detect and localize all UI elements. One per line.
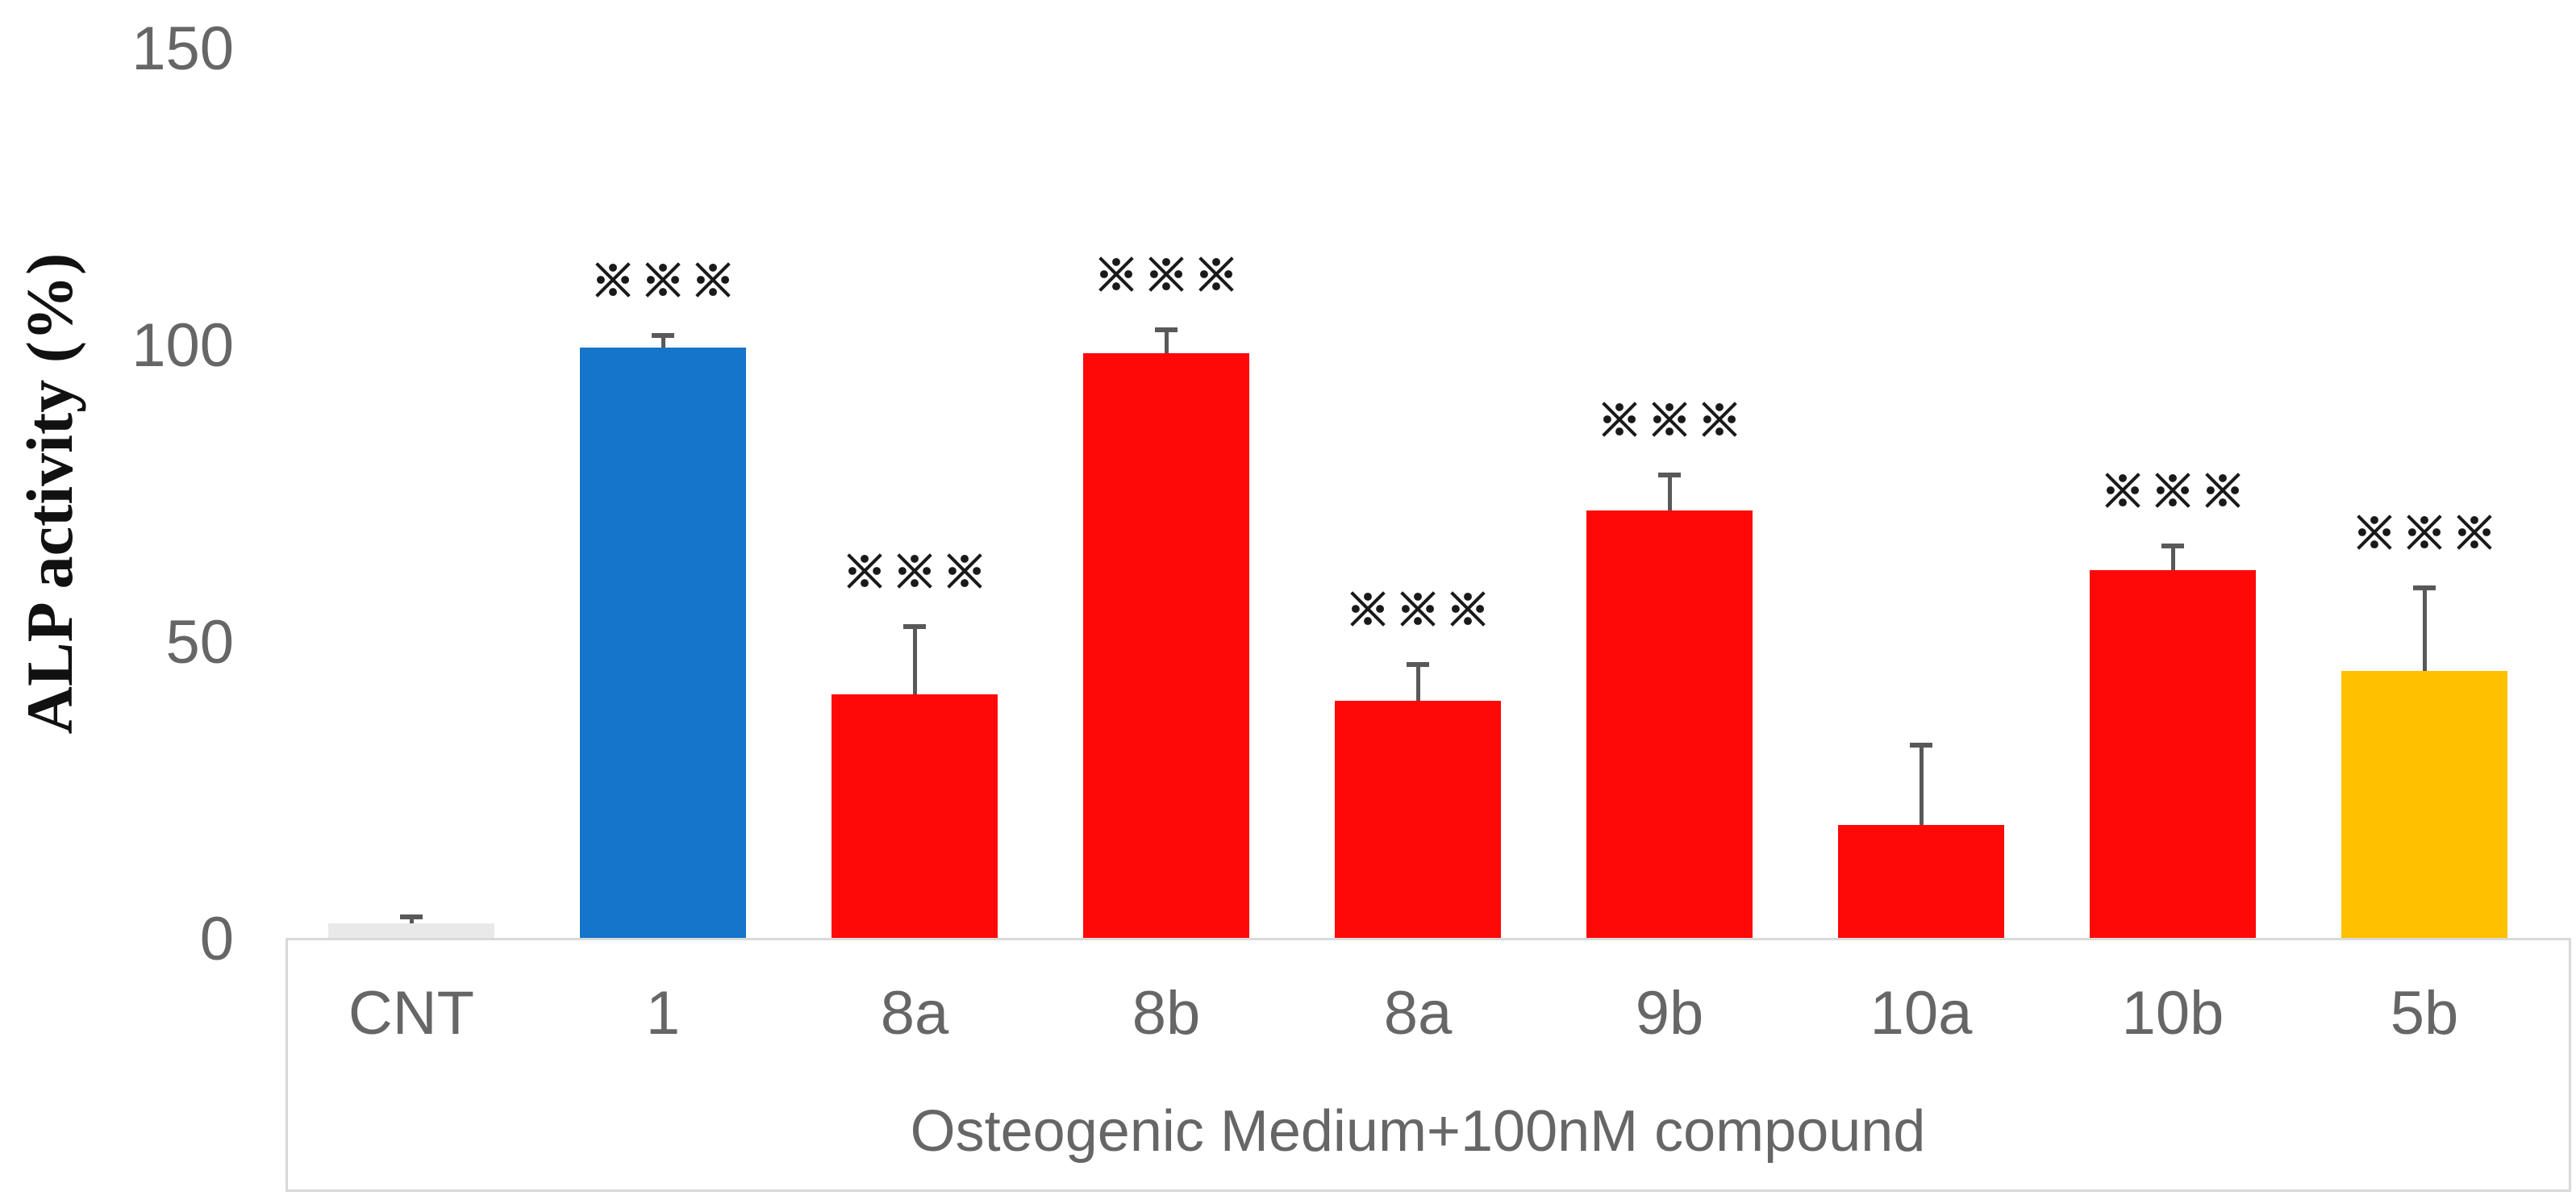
category-axis-box [286, 938, 2571, 1192]
bar-9b [1586, 510, 1753, 938]
error-bar [661, 335, 665, 348]
reference-mark-icon [695, 262, 731, 298]
reference-mark-icon [1350, 591, 1386, 627]
reference-mark-icon [847, 552, 882, 589]
error-bar [2422, 587, 2427, 671]
error-bar [1667, 474, 1672, 511]
significance-annotation [1091, 251, 1241, 298]
significance-annotation [2098, 467, 2248, 514]
reference-mark-icon [1702, 402, 1737, 437]
reference-mark-icon [2457, 515, 2492, 550]
error-bar-cap [1407, 662, 1429, 668]
reference-mark-icon [1098, 256, 1134, 292]
reference-mark-icon [1148, 256, 1184, 292]
reference-mark-icon [2105, 473, 2140, 508]
significance-annotation [1594, 396, 1744, 443]
reference-mark-icon [2205, 473, 2240, 508]
reference-mark-icon [2155, 473, 2190, 508]
y-tick-label: 100 [131, 311, 234, 380]
error-bar [912, 626, 917, 695]
bar-10b [2090, 569, 2256, 938]
category-label: CNT [348, 979, 475, 1048]
error-bar-cap [2161, 544, 2184, 549]
error-bar-cap [1910, 742, 1932, 748]
reference-mark-icon [2357, 515, 2392, 550]
category-label: 8a [880, 979, 949, 1048]
significance-annotation [1343, 585, 1493, 632]
significance-annotation [588, 256, 738, 303]
bar-8b [1083, 353, 1249, 938]
category-label: 10b [2121, 979, 2224, 1048]
error-bar-cap [903, 623, 926, 629]
reference-mark-icon [645, 262, 681, 298]
category-label: 1 [645, 979, 681, 1048]
y-tick-label: 0 [199, 905, 234, 973]
error-bar-cap [1155, 327, 1178, 332]
error-bar [1164, 329, 1169, 354]
bar-8a [1335, 700, 1501, 938]
reference-mark-icon [2407, 515, 2442, 550]
error-bar [409, 917, 414, 923]
reference-mark-icon [1602, 402, 1637, 437]
category-label: 8b [1132, 979, 1201, 1048]
bar-5b [2341, 670, 2507, 938]
category-label: 8a [1383, 979, 1453, 1048]
reference-mark-icon [1652, 402, 1687, 437]
error-bar-cap [2413, 585, 2436, 590]
bar-1 [580, 347, 746, 938]
error-bar-cap [652, 332, 674, 338]
category-label: 10a [1869, 979, 1973, 1048]
bar-CNT [328, 923, 494, 938]
error-bar-cap [1658, 472, 1681, 477]
category-label: 9b [1635, 979, 1704, 1048]
reference-mark-icon [595, 262, 631, 298]
y-tick-label: 150 [131, 15, 234, 83]
significance-annotation [840, 548, 990, 594]
bar-8a [832, 694, 998, 938]
x-axis-title: Osteogenic Medium+100nM compound [910, 1099, 1926, 1164]
reference-mark-icon [1450, 591, 1486, 627]
reference-mark-icon [1400, 591, 1436, 627]
significance-annotation [2349, 509, 2499, 556]
error-bar [2170, 546, 2175, 570]
error-bar [1919, 744, 1924, 826]
error-bar-cap [400, 914, 423, 920]
bar-10a [1838, 825, 2004, 938]
y-tick-label: 50 [165, 608, 234, 677]
reference-mark-icon [947, 552, 982, 589]
error-bar [1415, 664, 1420, 701]
category-label: 5b [2390, 979, 2459, 1048]
reference-mark-icon [897, 552, 932, 589]
reference-mark-icon [1198, 256, 1234, 292]
